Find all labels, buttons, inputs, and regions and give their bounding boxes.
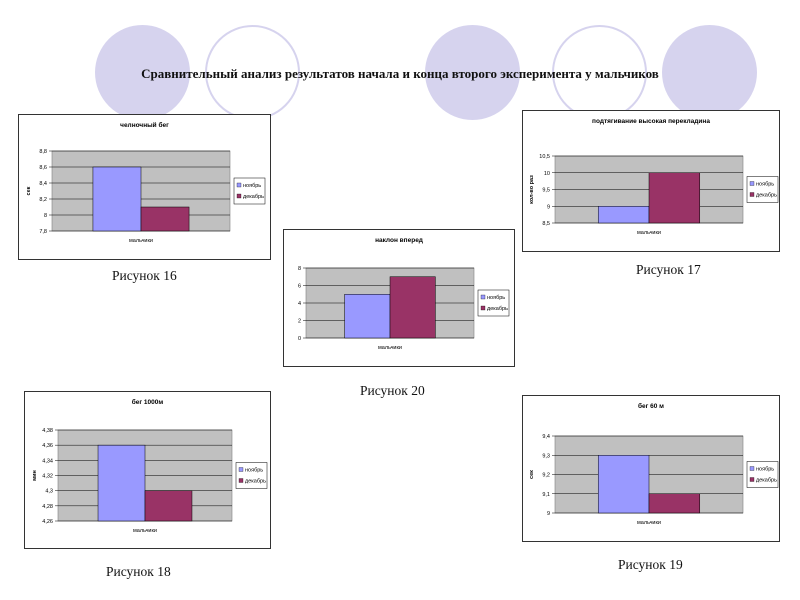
legend-swatch-nov [238, 467, 244, 472]
y-axis-label: мин [32, 470, 38, 481]
chart-title: бег 60 м [638, 402, 664, 410]
legend-swatch-dec [749, 192, 755, 197]
caption-fig16: Рисунок 16 [112, 268, 177, 283]
x-tick-label: мальчики [637, 520, 661, 526]
y-tick-label: 4,3 [45, 489, 53, 495]
y-tick-label: 8,2 [39, 197, 47, 203]
legend-label-nov: ноябрь [756, 467, 774, 473]
y-tick-label: 9,2 [542, 473, 550, 479]
chart-fig16: челночный бег 7,8 8 8,2 8,4 8,6 8,8 мальчики сек… [18, 114, 271, 260]
bar-dec [140, 206, 190, 232]
legend-label-nov: ноябрь [245, 468, 263, 474]
caption-fig20: Рисунок 20 [360, 383, 425, 398]
decor-circle-1 [95, 25, 190, 120]
y-tick-label: 2 [298, 319, 301, 325]
y-axis-label: кол-во раз [529, 175, 535, 204]
chart-fig17: подтягивание высокая перекладина 8,5 9 9,5 1… [522, 110, 780, 252]
y-tick-label: 0 [298, 336, 301, 342]
y-tick-label: 9 [547, 511, 550, 517]
legend-swatch-dec [480, 305, 486, 311]
y-tick-label: 4,34 [42, 458, 53, 464]
caption-fig19: Рисунок 19 [618, 557, 683, 572]
legend-box [233, 177, 266, 205]
bar-dec [648, 172, 701, 224]
y-tick-label: 4,28 [42, 504, 53, 510]
chart-fig20: наклон вперед 0 2 4 6 8 мальчики см ноябрь декабр… [283, 229, 515, 367]
x-tick-label: мальчики [129, 238, 153, 244]
y-tick-label: 8 [298, 266, 301, 272]
bar-nov [597, 455, 650, 514]
y-tick-label: 9 [547, 204, 550, 210]
x-tick-label: мальчики [378, 345, 402, 351]
y-tick-label: 9,1 [542, 492, 550, 498]
legend-label-nov: ноябрь [756, 182, 774, 188]
chart-title: бег 1000м [132, 398, 164, 406]
legend-swatch-nov [480, 294, 486, 300]
y-axis-label: сек [26, 186, 32, 195]
legend-swatch-nov [749, 181, 755, 186]
decor-circle-3 [662, 25, 757, 120]
y-tick-label: 7,8 [39, 229, 47, 235]
legend-label-dec: декабрь [245, 479, 266, 485]
legend-box [746, 461, 779, 488]
chart-title: наклон вперед [375, 237, 423, 244]
bar-nov [92, 166, 142, 232]
y-axis-label: см [284, 299, 286, 306]
x-tick-label: мальчики [637, 230, 661, 236]
bar-dec [144, 490, 193, 522]
y-tick-label: 4 [298, 301, 301, 307]
y-tick-label: 6 [298, 284, 301, 290]
y-tick-label: 8,8 [39, 149, 47, 155]
legend-box [235, 462, 268, 489]
bar-nov [344, 294, 391, 339]
legend-swatch-dec [749, 477, 755, 482]
y-tick-label: 8 [44, 213, 47, 219]
legend-swatch-dec [238, 478, 244, 483]
bar-dec [648, 493, 701, 514]
legend-swatch-nov [236, 182, 242, 188]
y-tick-label: 4,32 [42, 474, 53, 480]
y-tick-label: 4,38 [42, 428, 53, 434]
chart-title: челночный бег [120, 121, 169, 129]
slide-title: Сравнительный анализ результатов начала … [141, 66, 659, 81]
y-tick-label: 8,6 [39, 165, 47, 171]
y-tick-label: 9,5 [542, 188, 550, 194]
y-tick-label: 4,36 [42, 443, 53, 449]
legend-label-dec: декабрь [487, 306, 508, 312]
y-tick-label: 10,5 [539, 154, 550, 160]
legend-label-dec: декабрь [756, 193, 777, 199]
y-axis-label: сек [529, 470, 535, 479]
caption-fig18: Рисунок 18 [106, 564, 171, 579]
chart-fig19: бег 60 м 9 9,1 9,2 9,3 9,4 мальчики сек ноябрь де… [522, 395, 780, 542]
y-tick-label: 10 [544, 171, 550, 177]
caption-fig17: Рисунок 17 [636, 262, 701, 277]
bar-nov [97, 444, 146, 522]
y-tick-label: 8,5 [542, 221, 550, 227]
legend-label-nov: ноябрь [243, 183, 261, 189]
decor-circle-2 [425, 25, 520, 120]
y-tick-label: 4,26 [42, 519, 53, 525]
bar-nov [597, 206, 650, 224]
y-tick-label: 9,4 [542, 434, 550, 440]
legend-box [477, 289, 510, 317]
y-tick-label: 9,3 [542, 453, 550, 459]
chart-fig18: бег 1000м 4,26 4,28 4,3 4,32 4,34 4,36 4,38 маль… [24, 391, 271, 549]
legend-label-nov: ноябрь [487, 295, 505, 301]
chart-title: подтягивание высокая перекладина [592, 118, 710, 125]
legend-label-dec: декабрь [243, 194, 264, 200]
bar-dec [389, 276, 436, 339]
legend-swatch-nov [749, 466, 755, 471]
legend-label-dec: декабрь [756, 478, 777, 484]
legend-box [746, 176, 779, 203]
y-tick-label: 8,4 [39, 181, 47, 187]
x-tick-label: мальчики [133, 528, 157, 534]
legend-swatch-dec [236, 193, 242, 199]
